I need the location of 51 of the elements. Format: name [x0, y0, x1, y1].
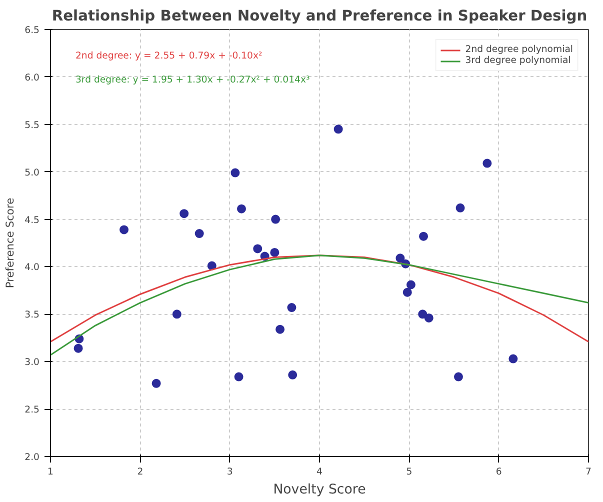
- annotation: 2nd degree: y = 2.55 + 0.79x + -0.10x²: [76, 50, 263, 62]
- point: [120, 225, 129, 234]
- point: [230, 168, 240, 178]
- x-tick-label: 5: [406, 466, 412, 478]
- point: [74, 344, 83, 353]
- point: [271, 214, 280, 224]
- y-tick-label: 2.0: [24, 452, 40, 463]
- point: [236, 204, 246, 214]
- y-tick-label: 6.0: [24, 72, 40, 84]
- point: [334, 124, 343, 134]
- chart-title: Relationship Between Novelty and Preference in Speaker Design: [52, 8, 588, 24]
- legend-label: 3rd degree polynomial: [465, 55, 571, 66]
- x-tick-label: 1: [48, 466, 54, 478]
- y-tick-label: 6.5: [24, 25, 40, 36]
- point: [253, 244, 262, 254]
- point: [456, 203, 465, 212]
- y-tick-label: 5.0: [24, 167, 40, 178]
- x-tick-label: 7: [586, 466, 592, 478]
- x-tick-label: 3: [226, 466, 233, 478]
- point: [508, 354, 518, 364]
- x-tick-label: 6: [496, 466, 502, 478]
- point: [270, 248, 280, 257]
- point: [234, 372, 244, 382]
- x-axis-title: Novelty Score: [273, 482, 366, 498]
- point: [194, 229, 204, 238]
- point: [406, 280, 416, 290]
- x-tick-label: 2: [137, 466, 144, 478]
- point: [418, 310, 428, 319]
- y-tick-label: 3.0: [24, 357, 40, 368]
- y-tick-label: 2.5: [24, 404, 40, 416]
- point: [207, 261, 216, 270]
- legend-label: 2nd degree polynomial: [465, 44, 573, 55]
- point: [402, 288, 412, 297]
- point: [419, 232, 428, 241]
- point: [288, 370, 298, 380]
- y-tick-label: 5.5: [24, 120, 40, 131]
- x-tick-label: 4: [316, 466, 323, 478]
- point: [276, 324, 285, 334]
- point: [180, 209, 189, 218]
- y-tick-label: 4.0: [24, 262, 40, 274]
- point: [396, 254, 405, 263]
- point: [172, 310, 182, 319]
- y-axis-title: Preference Score: [4, 198, 17, 288]
- point: [482, 158, 492, 168]
- y-tick-label: 4.5: [24, 214, 40, 226]
- y-tick-label: 3.5: [24, 310, 40, 321]
- point: [152, 378, 161, 388]
- annotation: 3rd degree: y = 1.95 + 1.30x + -0.27x² + 0.014x³: [76, 74, 310, 86]
- point: [424, 313, 434, 322]
- point: [287, 303, 296, 312]
- point: [454, 372, 463, 382]
